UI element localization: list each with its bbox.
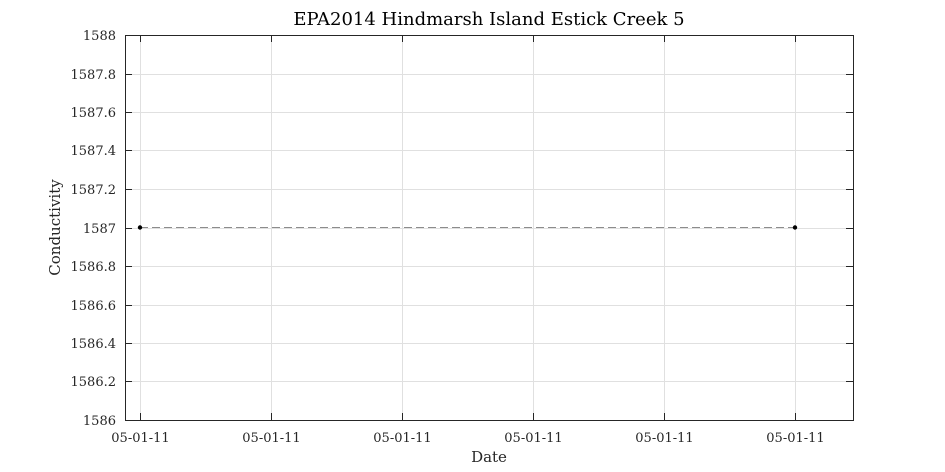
ticks: 1586 1586.2 1586.4 1586.6 1586.8 1587 1587.2 15… xyxy=(71,29,853,446)
x-tick-label: 05-01-11 xyxy=(635,431,693,446)
data-point xyxy=(792,225,798,230)
chart-title: EPA2014 Hindmarsh Island Estick Creek 5 xyxy=(293,9,684,30)
x-tick-label: 05-01-11 xyxy=(111,431,169,446)
y-axis-title: Conductivity xyxy=(46,179,64,276)
y-tick-label: 1586.8 xyxy=(71,260,117,275)
y-tick-label: 1587.6 xyxy=(71,106,117,121)
x-tick-label: 05-01-11 xyxy=(373,431,431,446)
x-tick-label: 05-01-11 xyxy=(766,431,824,446)
x-tick-label: 05-01-11 xyxy=(242,431,300,446)
y-tick-label: 1586 xyxy=(83,414,116,429)
y-tick-label: 1587.8 xyxy=(71,68,117,83)
y-tick-label: 1586.6 xyxy=(71,299,117,314)
y-tick-label: 1587.2 xyxy=(71,183,117,198)
x-tick-label: 05-01-11 xyxy=(504,431,562,446)
y-tick-label: 1586.2 xyxy=(71,375,117,390)
y-tick-label: 1588 xyxy=(83,29,116,44)
y-tick-label: 1586.4 xyxy=(71,337,117,352)
series xyxy=(137,225,798,230)
y-tick-label: 1587 xyxy=(83,222,116,237)
y-tick-label: 1587.4 xyxy=(71,144,117,159)
data-point xyxy=(137,225,143,230)
x-axis-title: Date xyxy=(471,448,507,466)
